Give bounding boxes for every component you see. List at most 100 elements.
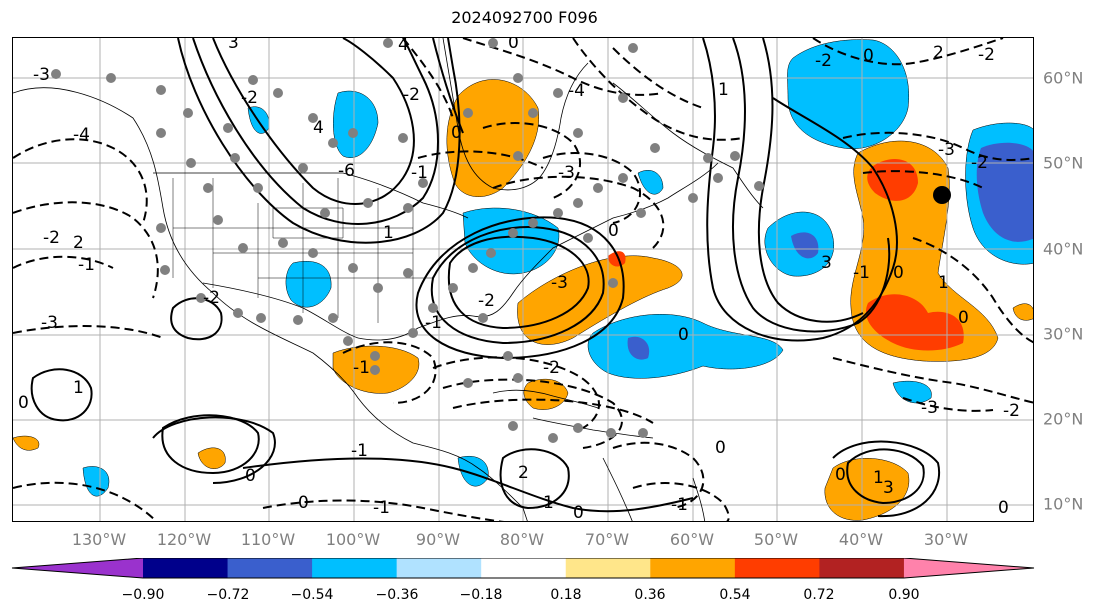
colorbar-segment <box>734 558 820 578</box>
colorbar-segment <box>481 558 567 578</box>
contour-label: 3 <box>883 478 894 498</box>
lon-label-60w: 60°W <box>669 530 715 549</box>
orange-spot-pacific <box>197 447 226 469</box>
contour-label: 2 <box>933 43 944 63</box>
colorbar-segment <box>312 558 398 578</box>
map-title: 2024092700 F096 <box>451 8 598 27</box>
contour-label: -2 <box>403 85 420 105</box>
lon-label-120w: 120°W <box>156 530 212 549</box>
contour-label: -2 <box>543 358 560 378</box>
colorbar-segment <box>396 558 482 578</box>
colorbar-segment <box>650 558 736 578</box>
colorbar-segment <box>565 558 651 578</box>
contour-label: 0 <box>998 498 1009 518</box>
colorbar <box>11 558 1035 579</box>
colorbar-extend-low <box>12 558 143 578</box>
contour-label: 0 <box>893 263 904 283</box>
contour-label: -2 <box>203 288 220 308</box>
contour-label: -1 <box>353 358 370 378</box>
contour-label: -1 <box>853 263 870 283</box>
graticule <box>13 38 1033 521</box>
contour-label: 1 <box>718 80 729 100</box>
lat-label-20n: 20°N <box>1043 409 1084 429</box>
colorbar-tick-label: 0.18 <box>550 587 582 603</box>
colorbar-tick-label: −0.72 <box>206 587 250 603</box>
contour-label: -1 <box>671 495 688 515</box>
darkblue-region-east <box>976 142 1033 242</box>
colorbar-segment <box>143 558 229 578</box>
contour-label: -1 <box>425 313 442 333</box>
colorbar-tick-label: −0.36 <box>375 587 419 603</box>
contour-label: 0 <box>298 493 309 513</box>
colorbar-outline <box>11 558 1035 579</box>
lat-label-50n: 50°N <box>1043 153 1084 173</box>
orange-spot-west <box>13 435 40 451</box>
contour-label: 0 <box>245 466 256 486</box>
contour-labels: -3 4 -2 -4 3 -2 -2 2 -1 4 -1 -6 0 -4 -3 … <box>18 38 1020 522</box>
contour-label: -3 <box>558 163 575 183</box>
contour-label: 0 <box>678 325 689 345</box>
contour-label: -2 <box>478 291 495 311</box>
contour-label: -3 <box>551 273 568 293</box>
colorbar-tick-label: 0.36 <box>634 587 666 603</box>
contour-label: -2 <box>43 228 60 248</box>
contour-label: -1 <box>373 498 390 518</box>
contour-label: -2 <box>241 88 258 108</box>
contour-label: 1 <box>873 468 884 488</box>
lon-label-50w: 50°W <box>753 530 799 549</box>
solid-contours <box>30 38 941 518</box>
contour-label: 0 <box>608 221 619 241</box>
contour-label: 0 <box>958 308 969 328</box>
contour-label: 4 <box>313 118 324 138</box>
contour-label: 3 <box>228 38 239 53</box>
contour-label: -1 <box>411 163 428 183</box>
contour-label: -3 <box>921 398 938 418</box>
blue-spot-pacific <box>82 466 110 497</box>
contour-label: 0 <box>715 438 726 458</box>
contour-label: -3 <box>41 313 58 333</box>
contour-label: -2 <box>1003 401 1020 421</box>
contour-label: 1 <box>73 378 84 398</box>
highlighted-station <box>933 186 951 204</box>
dashed-contours <box>13 38 1033 521</box>
darkblue-spot-central-atlantic <box>627 336 650 360</box>
darkblue-spot-north-atlantic <box>791 232 819 259</box>
red-spot-south <box>865 294 964 351</box>
contour-label: 0 <box>451 123 462 143</box>
contour-label: -2 <box>815 51 832 71</box>
contour-label: -4 <box>73 125 90 145</box>
contour-label: 1 <box>543 493 554 513</box>
map-panel: -3 4 -2 -4 3 -2 -2 2 -1 4 -1 -6 0 -4 -3 … <box>12 37 1034 522</box>
blue-region-newfoundland <box>637 170 664 195</box>
contour-label: -2 <box>971 153 988 173</box>
colorbar-segment <box>227 558 313 578</box>
contour-label: 4 <box>398 38 409 55</box>
station-markers <box>51 38 764 443</box>
blue-region-manitoba <box>333 90 379 158</box>
lat-label-30n: 30°N <box>1043 324 1084 344</box>
blue-region-rockies <box>285 261 332 308</box>
contour-label: -3 <box>938 140 955 160</box>
lon-label-100w: 100°W <box>325 530 381 549</box>
lon-label-30w: 30°W <box>923 530 969 549</box>
colorbar-tick-label: 0.90 <box>888 587 920 603</box>
lon-label-90w: 90°W <box>415 530 461 549</box>
colorbar-extend-high <box>903 558 1034 578</box>
contour-label: 3 <box>821 253 832 273</box>
contour-label: -4 <box>568 81 585 101</box>
contour-label: 2 <box>518 463 529 483</box>
colorbar-tick-label: 0.72 <box>803 587 835 603</box>
red-spot-carolinas <box>608 251 626 267</box>
contour-label: -1 <box>78 255 95 275</box>
blue-spot-azores <box>892 380 932 404</box>
lat-label-60n: 60°N <box>1043 68 1084 88</box>
lon-label-80w: 80°W <box>499 530 545 549</box>
lon-label-40w: 40°W <box>838 530 884 549</box>
colorbar-tick-label: 0.54 <box>719 587 751 603</box>
contour-label: 1 <box>383 223 394 243</box>
contour-label: 2 <box>73 233 84 253</box>
colorbar-tick-label: −0.18 <box>459 587 503 603</box>
contour-label: 0 <box>573 503 584 522</box>
lon-label-110w: 110°W <box>240 530 296 549</box>
colorbar-tick-label: −0.90 <box>121 587 165 603</box>
